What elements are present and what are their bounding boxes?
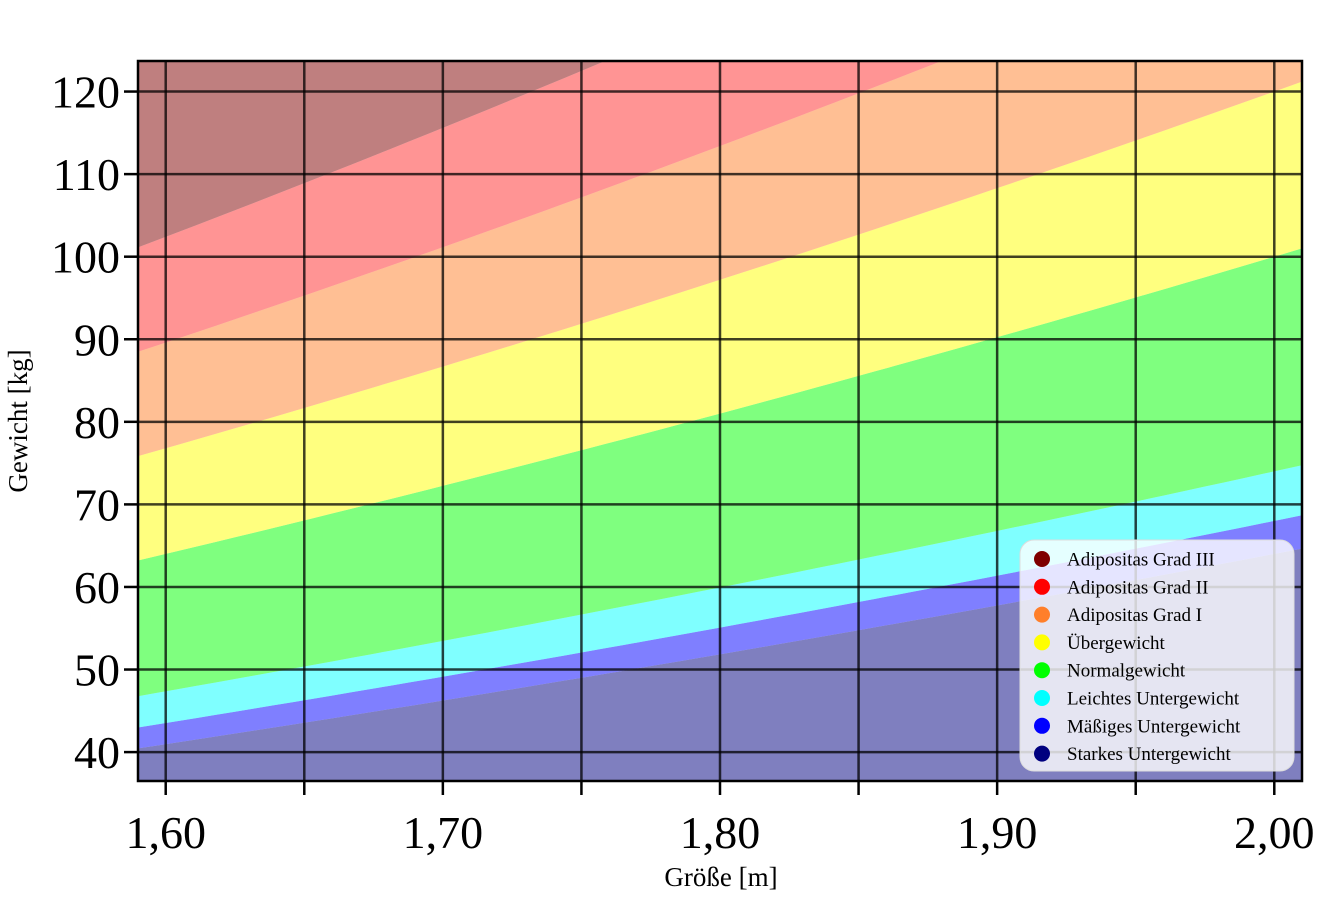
y-tick-label-0: 40 (74, 727, 120, 778)
y-tick-label-8: 120 (51, 67, 120, 118)
grid-lines (138, 61, 1302, 781)
x-tick-label-3: 1,90 (957, 807, 1038, 858)
y-tick-label-6: 100 (51, 232, 120, 283)
legend-label-3: Übergewicht (1067, 633, 1166, 654)
legend-marker-5 (1034, 690, 1050, 706)
y-tick-label-2: 60 (74, 562, 120, 613)
legend-label-4: Normalgewicht (1067, 661, 1186, 682)
legend: Adipositas Grad III Adipositas Grad II Adi… (1019, 539, 1295, 772)
x-tick-label-2: 1,80 (680, 807, 761, 858)
legend-marker-4 (1034, 662, 1050, 679)
axis-ticks (124, 90, 1276, 795)
legend-label-0: Adipositas Grad III (1067, 550, 1215, 571)
band-6 (138, 61, 942, 352)
legend-marker-3 (1034, 634, 1050, 651)
x-tick-label-4: 2,00 (1234, 807, 1315, 858)
x-tick-label-0: 1,60 (125, 807, 206, 858)
x-tick-label-1: 1,70 (403, 807, 484, 858)
legend-marker-6 (1034, 717, 1050, 734)
legend-label-5: Leichtes Untergewicht (1067, 689, 1240, 710)
y-tick-label-4: 80 (74, 397, 120, 448)
x-tick-labels: 1,60 1,70 1,80 1,90 2,00 (125, 807, 1314, 858)
legend-marker-0 (1034, 551, 1050, 567)
legend-marker-2 (1034, 606, 1050, 623)
y-tick-labels: 40 50 60 70 80 90 100 110 120 (51, 67, 120, 779)
band-7 (138, 61, 606, 248)
legend-marker-1 (1034, 578, 1050, 595)
y-tick-label-1: 50 (74, 645, 120, 696)
y-tick-label-7: 110 (53, 149, 120, 200)
legend-box (1019, 539, 1295, 772)
x-axis-label: Größe [m] (664, 862, 777, 892)
legend-label-2: Adipositas Grad I (1067, 605, 1202, 626)
y-axis-label: Gewicht [kg] (3, 349, 33, 492)
legend-marker-7 (1034, 745, 1050, 762)
legend-label-7: Starkes Untergewicht (1067, 744, 1231, 765)
legend-label-1: Adipositas Grad II (1067, 577, 1208, 598)
legend-label-6: Mäßiges Untergewicht (1067, 716, 1241, 737)
y-tick-label-5: 90 (74, 314, 120, 365)
y-tick-label-3: 70 (74, 479, 120, 530)
